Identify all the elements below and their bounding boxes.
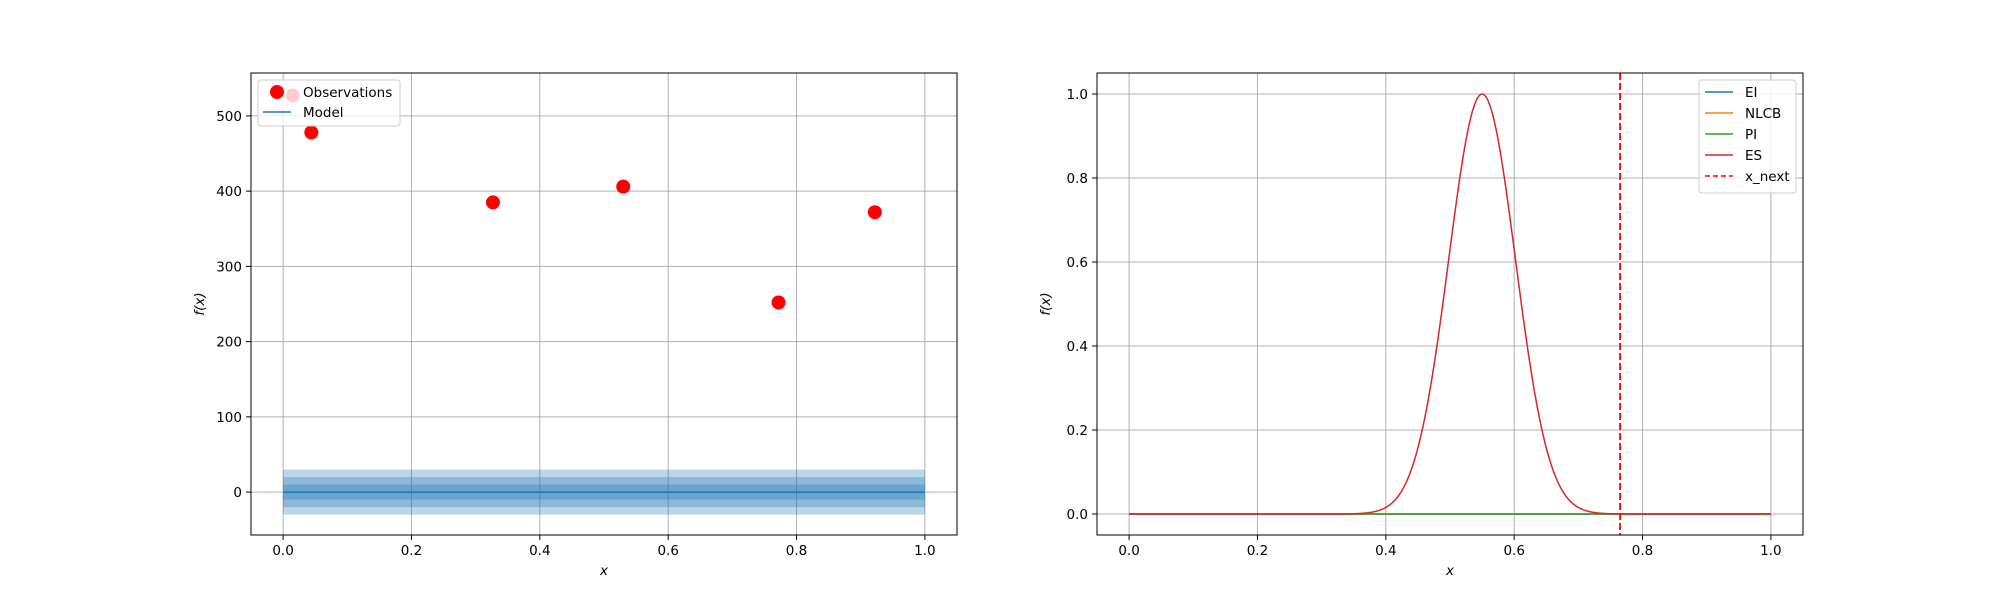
x-tick-label: 0.6 (657, 543, 678, 559)
x-tick-label: 0.2 (1247, 543, 1268, 559)
x-tick-label: 0.4 (1375, 543, 1396, 559)
observation-point (616, 179, 631, 194)
x-tick-label: 0.4 (529, 543, 550, 559)
y-axis-label: f(x) (192, 292, 208, 315)
observation-point (867, 205, 882, 220)
axes-frame (1096, 72, 1804, 536)
x-tick-label: 0.8 (786, 543, 807, 559)
x-tick-label: 0.8 (1632, 543, 1653, 559)
legend-label-pi: PI (1745, 127, 1757, 143)
y-tick-label: 300 (216, 259, 242, 275)
legend-label-nlcb: NLCB (1745, 106, 1781, 122)
x-tick-label: 0.6 (1503, 543, 1524, 559)
y-tick-label: 0.0 (1067, 507, 1088, 523)
y-tick-label: 100 (216, 410, 242, 426)
x-tick-label: 0.0 (1118, 543, 1139, 559)
y-tick-label: 0.4 (1067, 339, 1088, 355)
x-tick-label: 1.0 (1760, 543, 1781, 559)
y-tick-label: 500 (216, 109, 242, 125)
x-tick-label: 0.2 (401, 543, 422, 559)
y-tick-label: 0.2 (1067, 423, 1088, 439)
y-tick-label: 1.0 (1067, 87, 1088, 103)
y-axis-label: f(x) (1038, 292, 1054, 315)
y-tick-label: 200 (216, 335, 242, 351)
legend-label-es: ES (1745, 148, 1762, 164)
legend: EI NLCB PI ES x_next (1698, 79, 1797, 194)
legend-label-model: Model (303, 105, 344, 121)
series-line-es (1129, 93, 1771, 515)
chart-left: 0.0 0.2 0.4 0.6 0.8 1.0 0 100 200 300 400 500 x f(x) O… (192, 72, 958, 579)
chart-right: 0.0 0.2 0.4 0.6 0.8 1.0 0.0 0.2 0.4 0.6 0.8 1.0 x f(x… (1038, 72, 1804, 579)
x-axis-label: x (599, 563, 609, 579)
x-tick-label: 0.0 (272, 543, 293, 559)
observation-point (304, 125, 319, 140)
x-tick-label: 1.0 (914, 543, 935, 559)
legend-marker-observations (270, 85, 284, 99)
observation-point (485, 195, 500, 210)
y-tick-label: 0.6 (1067, 255, 1088, 271)
legend-box (1698, 79, 1797, 194)
x-axis-label: x (1445, 563, 1455, 579)
legend-label-x-next: x_next (1745, 169, 1790, 185)
legend-label-observations: Observations (303, 85, 392, 101)
legend-label-ei: EI (1745, 85, 1758, 101)
legend-box (257, 79, 401, 127)
y-tick-label: 400 (216, 184, 242, 200)
observation-point (771, 295, 786, 310)
axes-frame (250, 72, 958, 536)
legend: Observations Model (257, 79, 401, 127)
y-tick-label: 0.8 (1067, 171, 1088, 187)
y-tick-label: 0 (233, 485, 242, 501)
